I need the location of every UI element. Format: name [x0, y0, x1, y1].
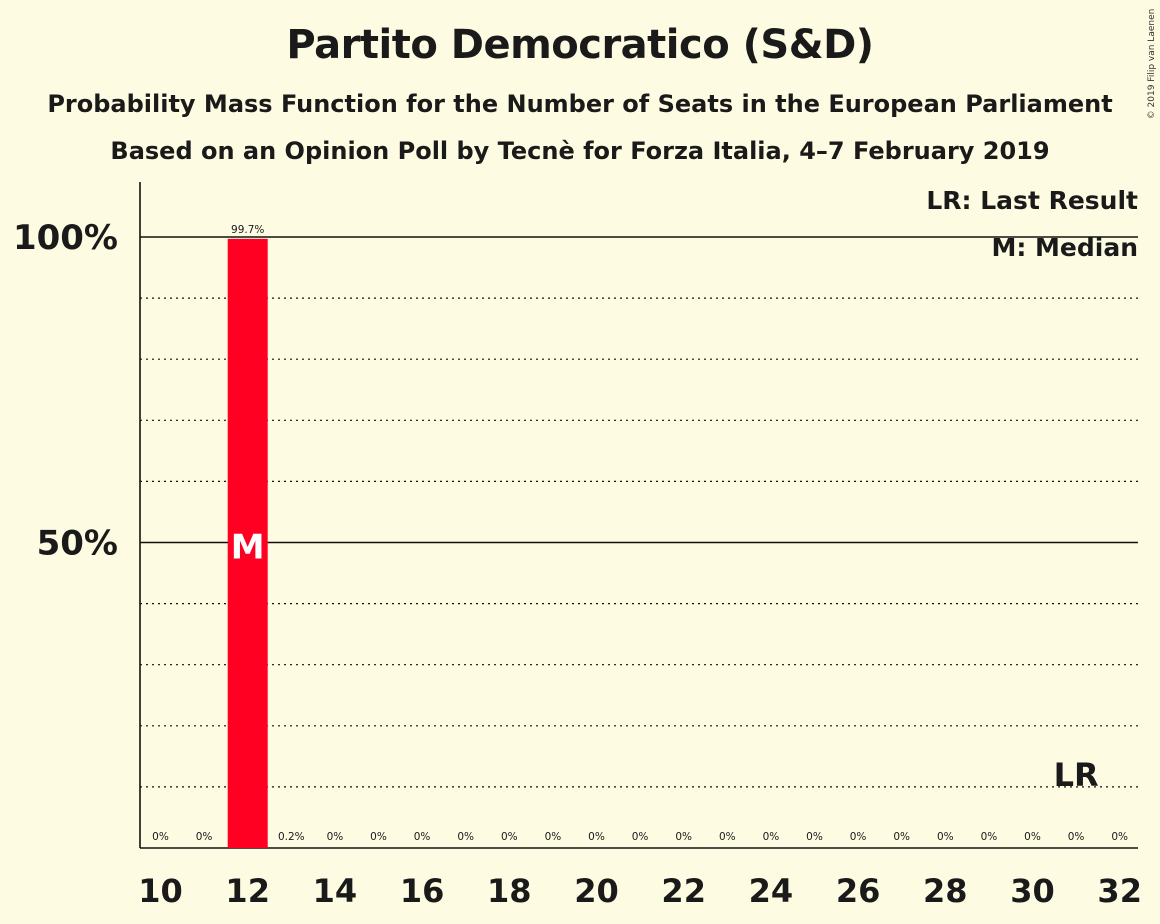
x-tick-label: 26 [836, 872, 881, 910]
bar-value-label: 0% [1024, 831, 1041, 843]
median-marker: M [231, 528, 265, 568]
x-tick-label: 24 [749, 872, 794, 910]
bar-value-label: 0% [370, 831, 387, 843]
legend-entry: LR: Last Result [926, 186, 1138, 215]
chart-subtitle-1: Probability Mass Function for the Number… [47, 90, 1113, 118]
bar-value-label: 0% [196, 831, 213, 843]
x-tick-label: 28 [923, 872, 968, 910]
x-tick-label: 14 [313, 872, 358, 910]
bar-value-label: 0% [152, 831, 169, 843]
x-tick-label: 32 [1097, 872, 1142, 910]
bar-value-label: 0% [893, 831, 910, 843]
bar-value-label: 0% [806, 831, 823, 843]
bar-value-label: 0% [414, 831, 431, 843]
chart-title: Partito Democratico (S&D) [286, 22, 874, 68]
legend-entry: M: Median [991, 233, 1138, 262]
x-tick-label: 18 [487, 872, 532, 910]
bar-seats-12 [227, 238, 268, 848]
last-result-marker: LR [1054, 756, 1099, 794]
chart-subtitle-2: Based on an Opinion Poll by Tecnè for Fo… [110, 137, 1050, 165]
x-tick-label: 12 [225, 872, 270, 910]
x-tick-label: 16 [400, 872, 445, 910]
bar-value-label: 0% [588, 831, 605, 843]
bar-value-label: 99.7% [231, 224, 264, 236]
x-tick-label: 20 [574, 872, 619, 910]
bar-value-label: 0% [763, 831, 780, 843]
bar-value-label: 0% [545, 831, 562, 843]
bar-value-label: 0% [501, 831, 518, 843]
bar-value-label: 0% [850, 831, 867, 843]
y-tick-label: 100% [13, 218, 118, 258]
x-tick-label: 10 [138, 872, 183, 910]
bar-value-label: 0% [981, 831, 998, 843]
bar-value-label: 0% [1068, 831, 1085, 843]
bar-value-label: 0% [937, 831, 954, 843]
x-tick-label: 22 [661, 872, 706, 910]
x-tick-label: 30 [1010, 872, 1055, 910]
y-tick-label: 50% [37, 524, 118, 564]
bar-value-label: 0% [719, 831, 736, 843]
bar-value-label: 0.2% [278, 831, 305, 843]
bar-value-label: 0% [327, 831, 344, 843]
bar-value-label: 0% [675, 831, 692, 843]
bar-value-label: 0% [632, 831, 649, 843]
bar-value-label: 0% [1111, 831, 1128, 843]
bar-value-label: 0% [457, 831, 474, 843]
